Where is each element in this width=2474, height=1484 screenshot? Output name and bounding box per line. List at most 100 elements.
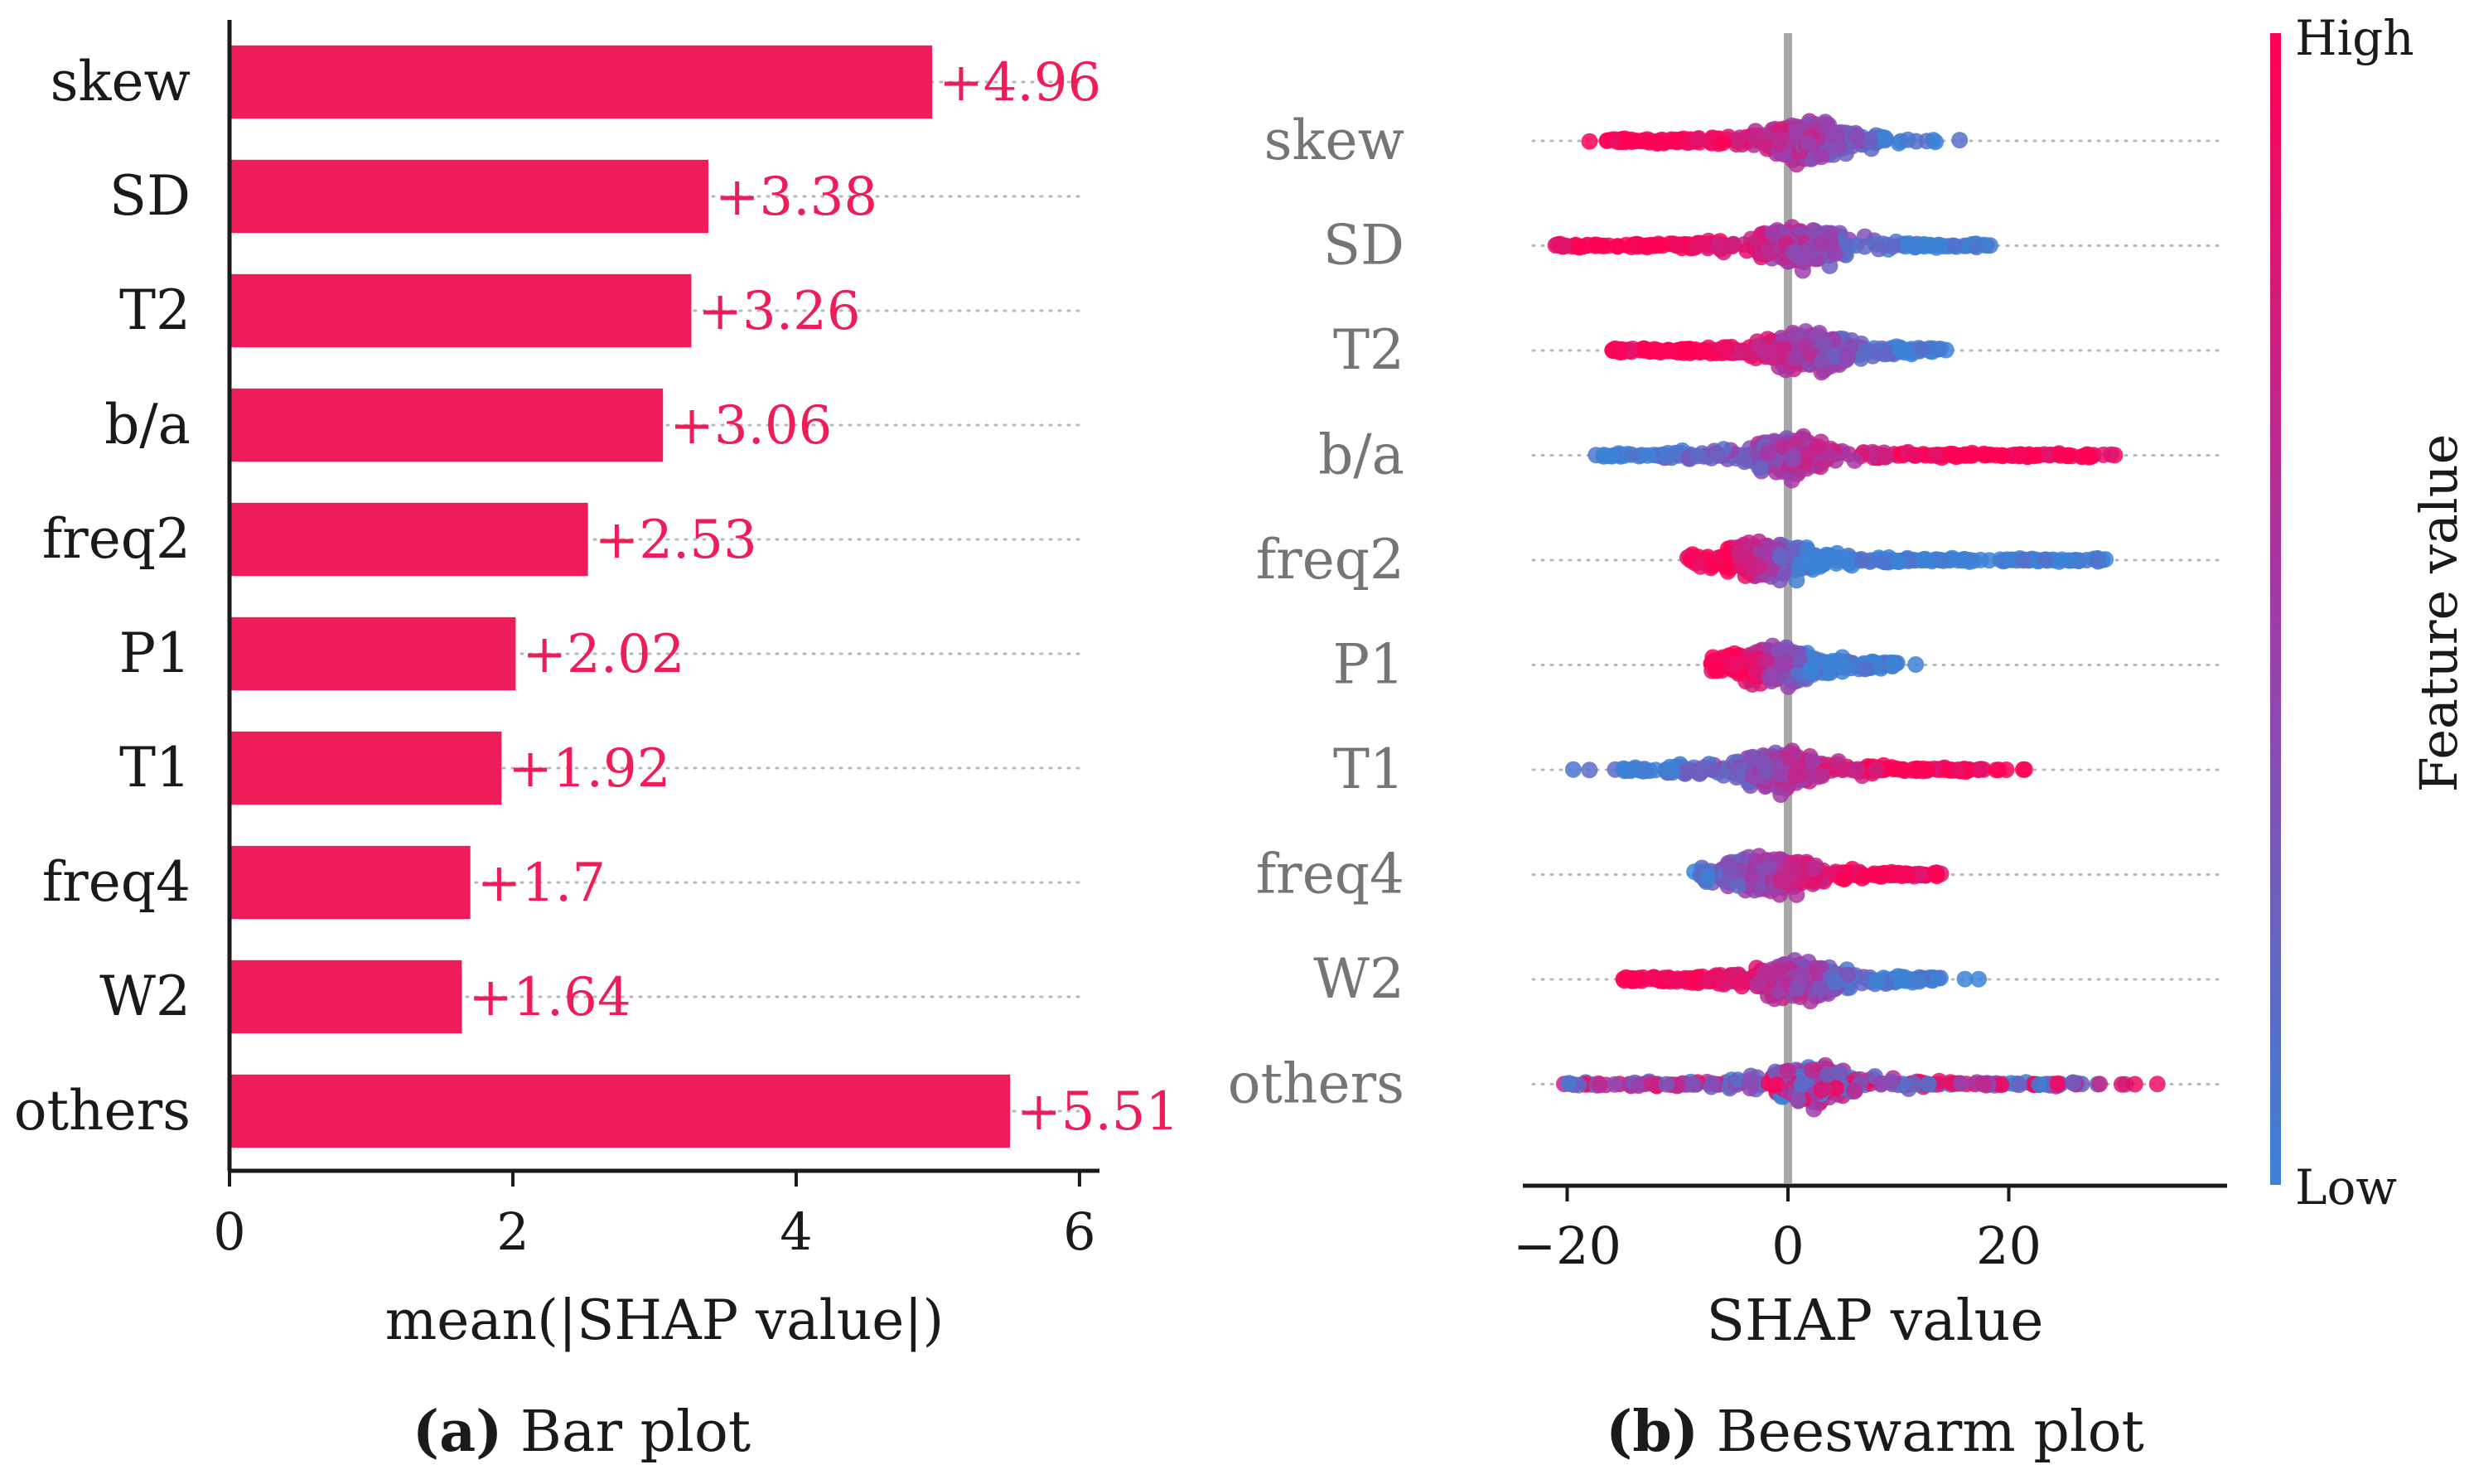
beeswarm-grid-lines [1531,139,2222,1085]
bar-t2 [230,273,692,348]
beeswarm-point [1952,1075,1969,1092]
bar-category-label: others [14,1079,191,1143]
beeswarm-point [1742,1071,1759,1089]
bar-plot-panel: +4.96 +3.38 +3.26 +3.06 +2.53 +2.02 +1.92 +1.7 +… [14,20,1179,1465]
bar-freq2 [230,502,588,577]
beeswarm-point [1587,236,1605,254]
beeswarm-point [1870,240,1887,258]
beeswarm-point [1757,762,1775,780]
beeswarm-point [1774,654,1791,671]
beeswarm-point [1803,661,1820,679]
beeswarm-point [1712,967,1729,984]
bar-caption-letter: (a) [413,1399,502,1465]
beeswarm-point [1800,135,1817,152]
bar-category-label: P1 [119,621,191,685]
beeswarm-point [1945,446,1962,462]
bar-category-label: b/a [104,393,191,457]
beeswarm-point [1876,553,1893,571]
beeswarm-point [1606,1076,1623,1093]
beeswarm-point [1718,339,1736,356]
beeswarm-point [1868,761,1885,778]
beeswarm-point [1824,655,1842,672]
beeswarm-point [1730,544,1747,561]
beeswarm-point [1749,975,1766,993]
bar-skew [230,45,933,119]
bar-x-tick-label: 6 [1063,1201,1095,1262]
beeswarm-point [1951,132,1969,149]
beeswarm-point [1877,448,1895,465]
beeswarm-point [1639,447,1656,464]
beeswarm-caption-letter: (b) [1606,1399,1698,1465]
beeswarm-point [1763,349,1781,366]
beeswarm-point [1861,131,1878,148]
beeswarm-point [1598,447,1616,465]
beeswarm-point [1744,868,1761,885]
colorbar-low-label: Low [2295,1159,2397,1216]
beeswarm-point [2065,1074,2082,1091]
beeswarm-point [1615,760,1632,777]
beeswarm-point [1813,148,1830,166]
beeswarm-point [1708,447,1726,464]
beeswarm-point [1888,866,1906,883]
bar-x-axis-label: mean(|SHAP value|) [385,1288,945,1352]
bar-x-tick-label: 2 [496,1201,529,1262]
beeswarm-point [1853,350,1869,367]
bar-category-label: freq2 [42,507,191,571]
beeswarm-point [1638,237,1655,254]
bar-category-label: freq4 [42,850,191,914]
bar-value-label: +3.26 [698,281,860,342]
bar-p1 [230,616,516,691]
beeswarm-point [1792,766,1809,784]
bar-sd [230,159,708,234]
beeswarm-point [1736,453,1753,471]
beeswarm-point [2037,551,2054,568]
beeswarm-point [1676,765,1694,782]
beeswarm-point [1903,237,1921,254]
beeswarm-point [1715,244,1732,261]
beeswarm-point [1727,136,1745,153]
beeswarm-point [1759,858,1776,876]
beeswarm-point [2012,446,2029,463]
beeswarm-point [1802,553,1819,570]
bar-grid-lines [228,80,1081,1113]
bar-x-tick-label: 4 [780,1201,812,1262]
beeswarm-point [1752,459,1770,476]
beeswarm-point [1790,651,1808,668]
beeswarm-point [1759,444,1776,462]
beeswarm-feature-label: skew [1264,109,1404,172]
beeswarm-point [1668,237,1685,254]
beeswarm-point [1756,544,1774,561]
beeswarm-point [1785,244,1803,261]
beeswarm-point [2014,761,2032,778]
beeswarm-point [1690,130,1708,147]
beeswarm-point [1839,966,1856,984]
beeswarm-x-ticks: −20 0 20 [1513,1186,2042,1276]
beeswarm-point [1564,761,1582,778]
beeswarm-point [1884,655,1901,673]
beeswarm-point [1771,572,1788,589]
beeswarm-point [2091,1076,2109,1093]
beeswarm-point [1560,1075,1578,1092]
beeswarm-point [1640,133,1658,151]
beeswarm-feature-label: P1 [1333,633,1404,697]
beeswarm-point [2015,552,2032,569]
beeswarm-feature-label: freq2 [1256,528,1404,592]
beeswarm-point [1975,445,1993,462]
beeswarm-point [1630,1077,1647,1095]
beeswarm-point [1846,452,1863,469]
beeswarm-point [1699,868,1717,886]
beeswarm-point [1907,656,1925,673]
bar-value-labels: +4.96 +3.38 +3.26 +3.06 +2.53 +2.02 +1.92 +1.7 +… [468,52,1179,1143]
beeswarm-point [1926,447,1944,464]
beeswarm-point [1768,1076,1785,1094]
beeswarm-point [1557,237,1574,254]
beeswarm-point [1691,765,1708,782]
beeswarm-point [1920,1076,1937,1093]
beeswarm-point [1899,131,1916,148]
beeswarm-point [1790,1091,1807,1109]
beeswarm-point [1927,133,1944,151]
beeswarm-point [1758,653,1776,669]
beeswarm-point [2077,447,2095,464]
beeswarm-point [1911,865,1928,882]
